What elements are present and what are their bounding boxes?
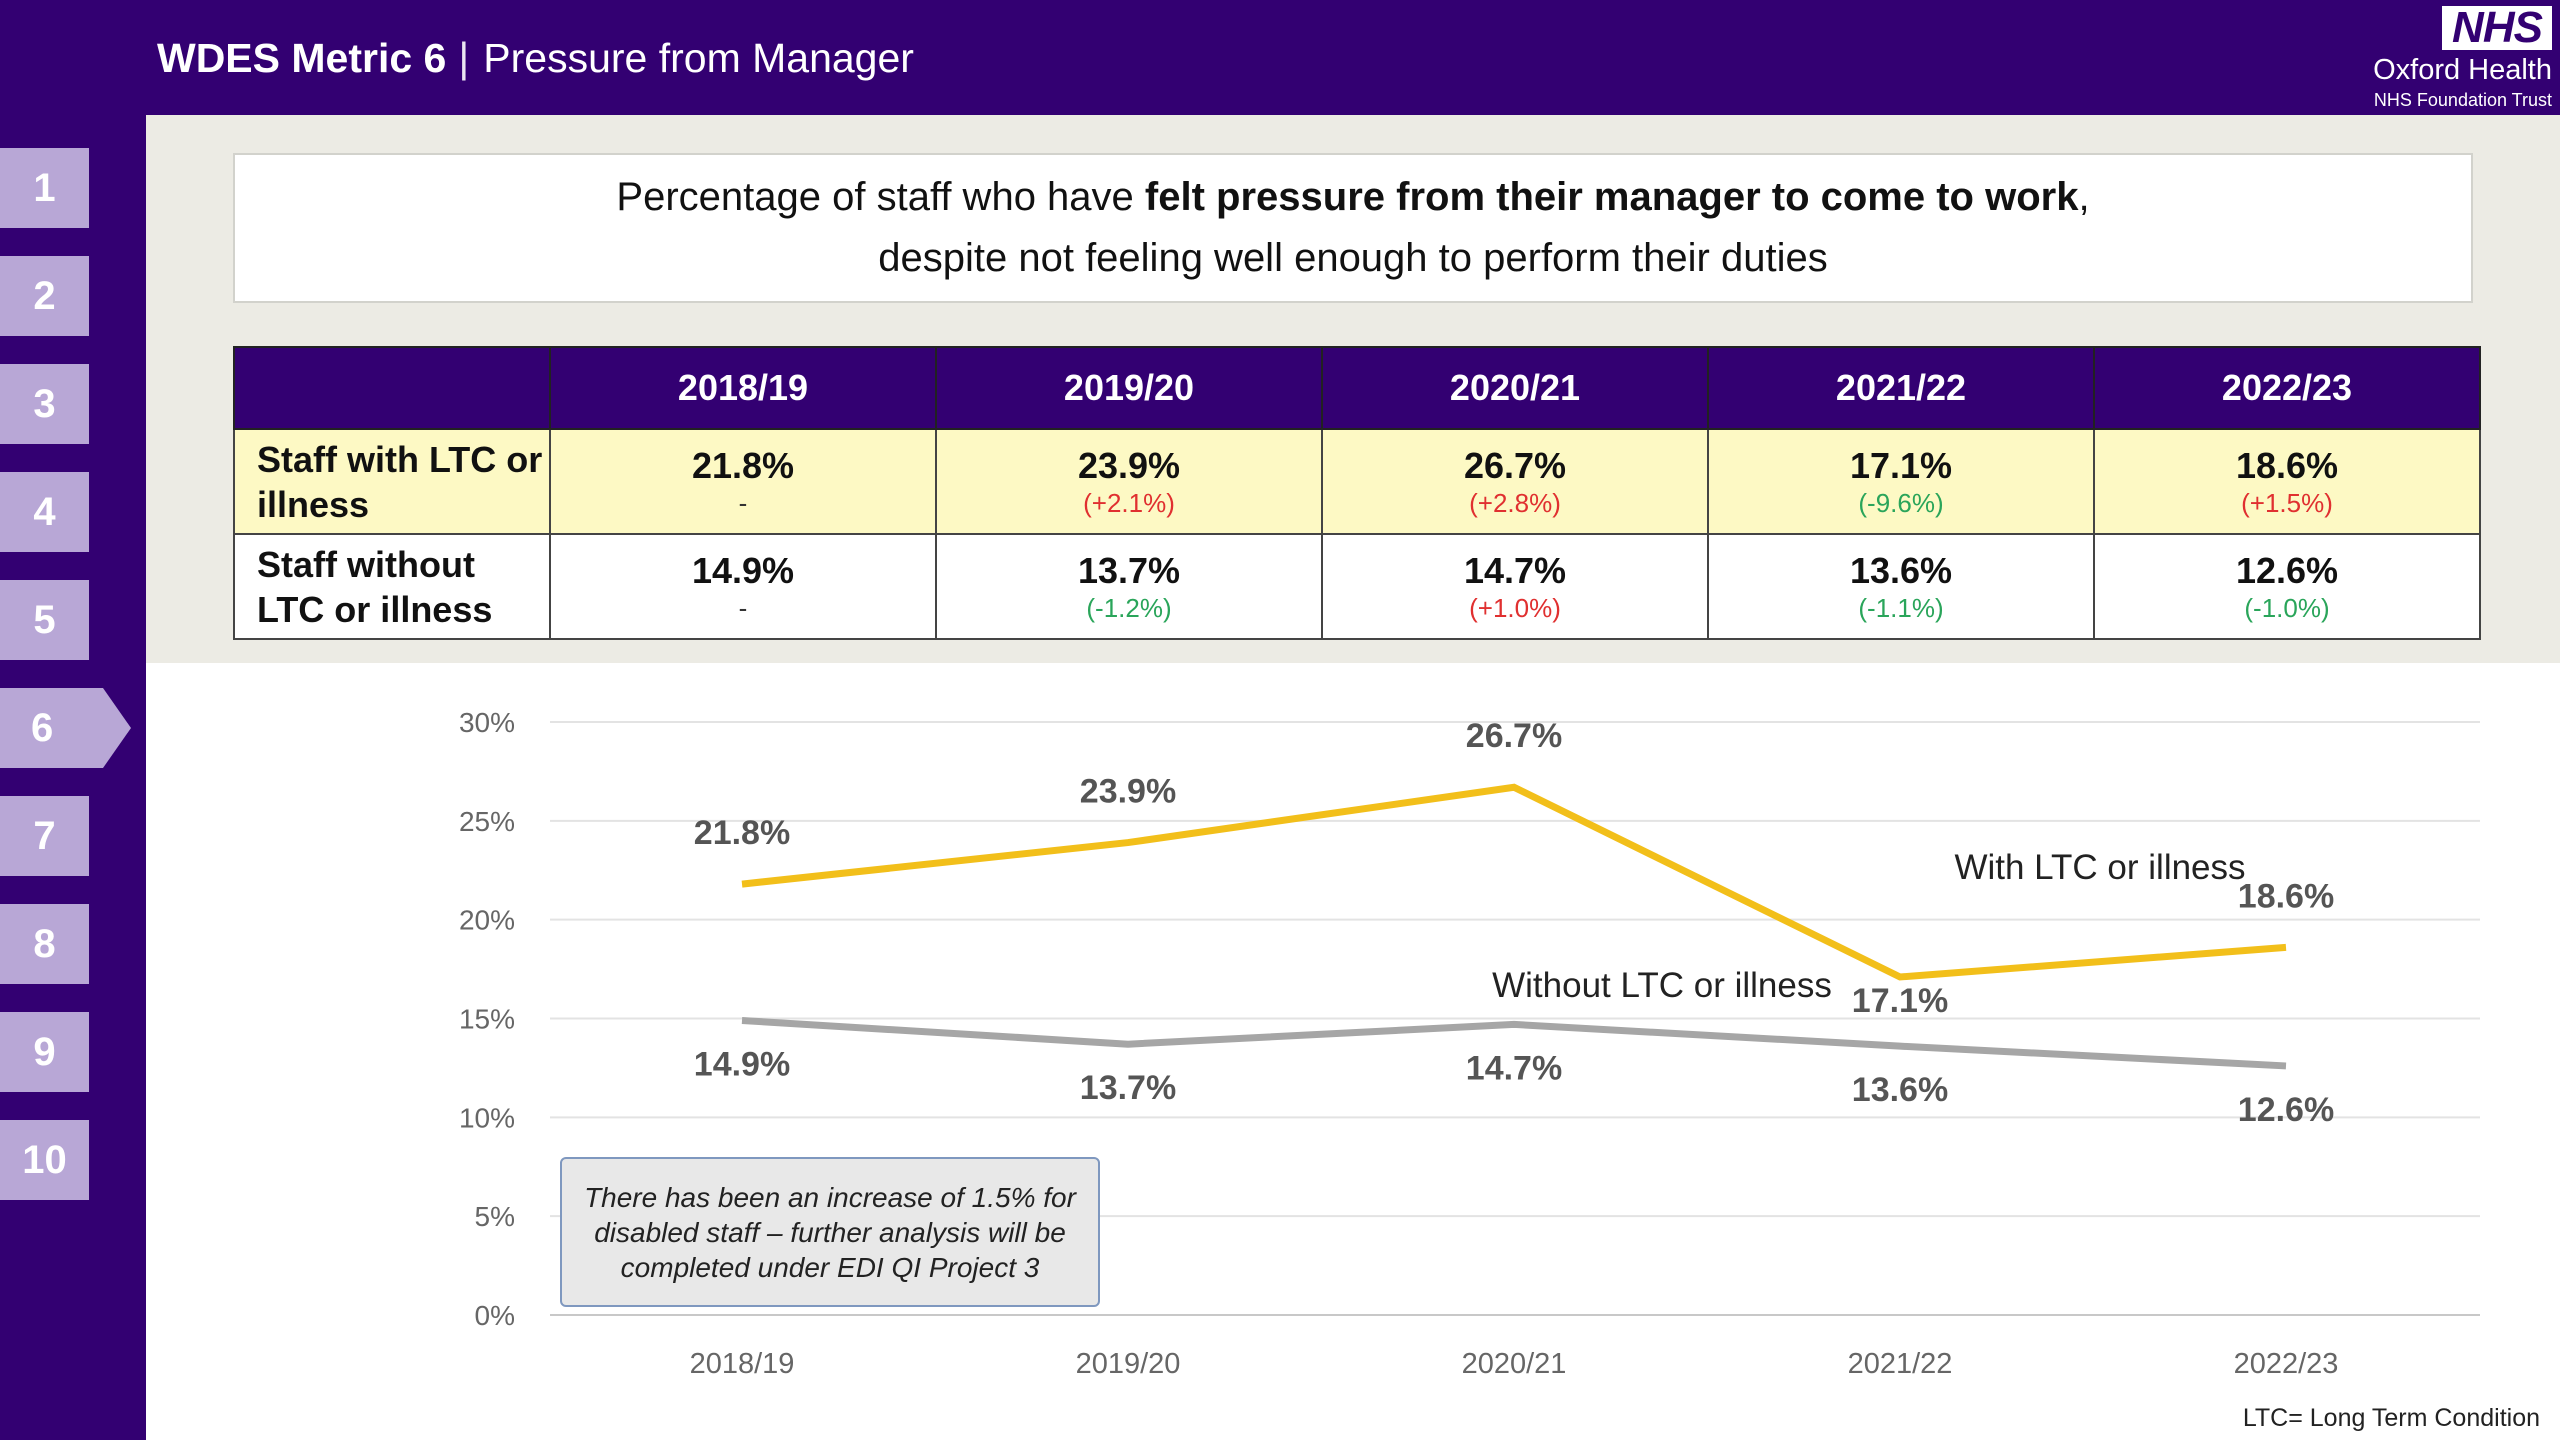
cell-value: 21.8% <box>691 444 795 486</box>
cell-change: (-9.6%) <box>1858 487 1944 518</box>
table-cell: 13.7% (-1.2%) <box>935 533 1323 640</box>
question-line-2: despite not feeling well enough to perfo… <box>878 236 1828 280</box>
nav-item-8[interactable]: 8 <box>0 904 89 984</box>
nav-item-9[interactable]: 9 <box>0 1012 89 1092</box>
question-line-1: Percentage of staff who have felt pressu… <box>616 167 2089 228</box>
data-label-with-ltc: 17.1% <box>1852 982 1948 1020</box>
cell-value: 13.7% <box>1077 549 1181 591</box>
series-label-with-ltc: With LTC or illness <box>1954 848 2245 887</box>
y-tick-label: 15% <box>459 1004 515 1035</box>
x-tick-label: 2020/21 <box>1462 1348 1567 1380</box>
data-label-without-ltc: 14.9% <box>694 1045 790 1083</box>
footnote: LTC= Long Term Condition <box>2242 1404 2540 1432</box>
table-cell: 14.7% (+1.0%) <box>1321 533 1709 640</box>
x-tick-label: 2019/20 <box>1076 1348 1181 1380</box>
table-cell: 26.7% (+2.8%) <box>1321 428 1709 535</box>
table-cell: 14.9% - <box>549 533 937 640</box>
table-header-cell: 2020/21 <box>1321 346 1709 430</box>
y-tick-label: 20% <box>459 905 515 936</box>
x-tick-label: 2022/23 <box>2234 1348 2339 1380</box>
x-tick-label: 2018/19 <box>690 1348 795 1380</box>
title-separator: | <box>458 34 470 81</box>
header-bar <box>0 0 2560 115</box>
table-cell: 12.6% (-1.0%) <box>2093 533 2481 640</box>
cell-change: (+1.0%) <box>1469 592 1561 623</box>
org-subtitle: NHS Foundation Trust <box>2373 90 2552 110</box>
table-row-with-ltc: Staff with LTC or illness 21.8% - 23.9% (+… <box>233 428 2481 535</box>
cell-value: 18.6% <box>2235 444 2339 486</box>
question-line-1-bold: felt pressure from their manager to come… <box>1144 175 2079 219</box>
table-cell: 13.6% (-1.1%) <box>1707 533 2095 640</box>
nav-item-5[interactable]: 5 <box>0 580 89 660</box>
table-row-without-ltc: Staff without LTC or illness 14.9% - 13.7… <box>233 533 2481 640</box>
nav-item-4[interactable]: 4 <box>0 472 89 552</box>
y-tick-label: 25% <box>459 806 515 837</box>
data-label-without-ltc: 12.6% <box>2238 1091 2334 1129</box>
table-cell: 18.6% (+1.5%) <box>2093 428 2481 535</box>
cell-value: 23.9% <box>1077 444 1181 486</box>
series-label-without-ltc: Without LTC or illness <box>1492 966 1832 1005</box>
cell-value: 26.7% <box>1463 444 1567 486</box>
y-tick-label: 5% <box>475 1201 515 1232</box>
nav-item-3[interactable]: 3 <box>0 364 89 444</box>
y-tick-label: 30% <box>459 707 515 738</box>
nav-item-10[interactable]: 10 <box>0 1120 89 1200</box>
data-label-without-ltc: 14.7% <box>1466 1049 1562 1087</box>
cell-change: (-1.0%) <box>2244 592 2330 623</box>
x-tick-label: 2021/22 <box>1848 1348 1953 1380</box>
cell-change: - <box>738 487 748 518</box>
cell-value: 12.6% <box>2235 549 2339 591</box>
nav-item-7[interactable]: 7 <box>0 796 89 876</box>
cell-value: 13.6% <box>1849 549 1953 591</box>
cell-value: 14.7% <box>1463 549 1567 591</box>
page-title: WDES Metric 6 | Pressure from Manager <box>157 34 914 82</box>
nav-active-arrow <box>103 688 131 768</box>
data-label-with-ltc: 23.9% <box>1080 773 1176 811</box>
table-cell: 21.8% - <box>549 428 937 535</box>
data-label-without-ltc: 13.6% <box>1852 1071 1948 1109</box>
table-cell: 23.9% (+2.1%) <box>935 428 1323 535</box>
nav-item-2[interactable]: 2 <box>0 256 89 336</box>
row-label: Staff with LTC or illness <box>233 428 551 535</box>
cell-change: (+1.5%) <box>2241 487 2333 518</box>
cell-value: 14.9% <box>691 549 795 591</box>
nav-item-6[interactable]: 6 <box>0 688 103 768</box>
cell-change: - <box>738 592 748 623</box>
y-tick-label: 10% <box>459 1102 515 1133</box>
y-tick-label: 0% <box>475 1300 515 1331</box>
data-label-with-ltc: 26.7% <box>1466 717 1562 755</box>
cell-change: (-1.2%) <box>1086 592 1172 623</box>
table-header-cell: 2021/22 <box>1707 346 2095 430</box>
data-label-with-ltc: 21.8% <box>694 814 790 852</box>
data-table: 2018/19 2019/20 2020/21 2021/22 2022/23 … <box>233 346 2481 640</box>
question-box: Percentage of staff who have felt pressu… <box>233 153 2473 303</box>
row-label: Staff without LTC or illness <box>233 533 551 640</box>
question-line-1-post: , <box>2078 175 2090 219</box>
cell-change: (-1.1%) <box>1858 592 1944 623</box>
line-chart: 0% 5% 10% 15% 20% 25% 30% 2018/19 2019/20 2020/21… <box>459 707 2480 1380</box>
annotation-box: There has been an increase of 1.5% for d… <box>560 1157 1100 1307</box>
table-header-cell: 2019/20 <box>935 346 1323 430</box>
cell-change: (+2.1%) <box>1083 487 1175 518</box>
org-name: Oxford Health <box>2373 54 2552 86</box>
nhs-logo: NHS <box>2442 6 2552 50</box>
table-cell: 17.1% (-9.6%) <box>1707 428 2095 535</box>
table-header-row: 2018/19 2019/20 2020/21 2021/22 2022/23 <box>233 346 2481 430</box>
cell-change: (+2.8%) <box>1469 487 1561 518</box>
data-label-with-ltc: 18.6% <box>2238 877 2334 915</box>
data-label-without-ltc: 13.7% <box>1080 1069 1176 1107</box>
cell-value: 17.1% <box>1849 444 1953 486</box>
page-title-topic: Pressure from Manager <box>483 34 914 81</box>
page-title-metric: WDES Metric 6 <box>157 34 447 81</box>
question-line-1-pre: Percentage of staff who have <box>616 175 1145 219</box>
table-header-cell: 2022/23 <box>2093 346 2481 430</box>
nav-item-1[interactable]: 1 <box>0 148 89 228</box>
table-header-cell: 2018/19 <box>549 346 937 430</box>
table-header-cell <box>233 346 551 430</box>
